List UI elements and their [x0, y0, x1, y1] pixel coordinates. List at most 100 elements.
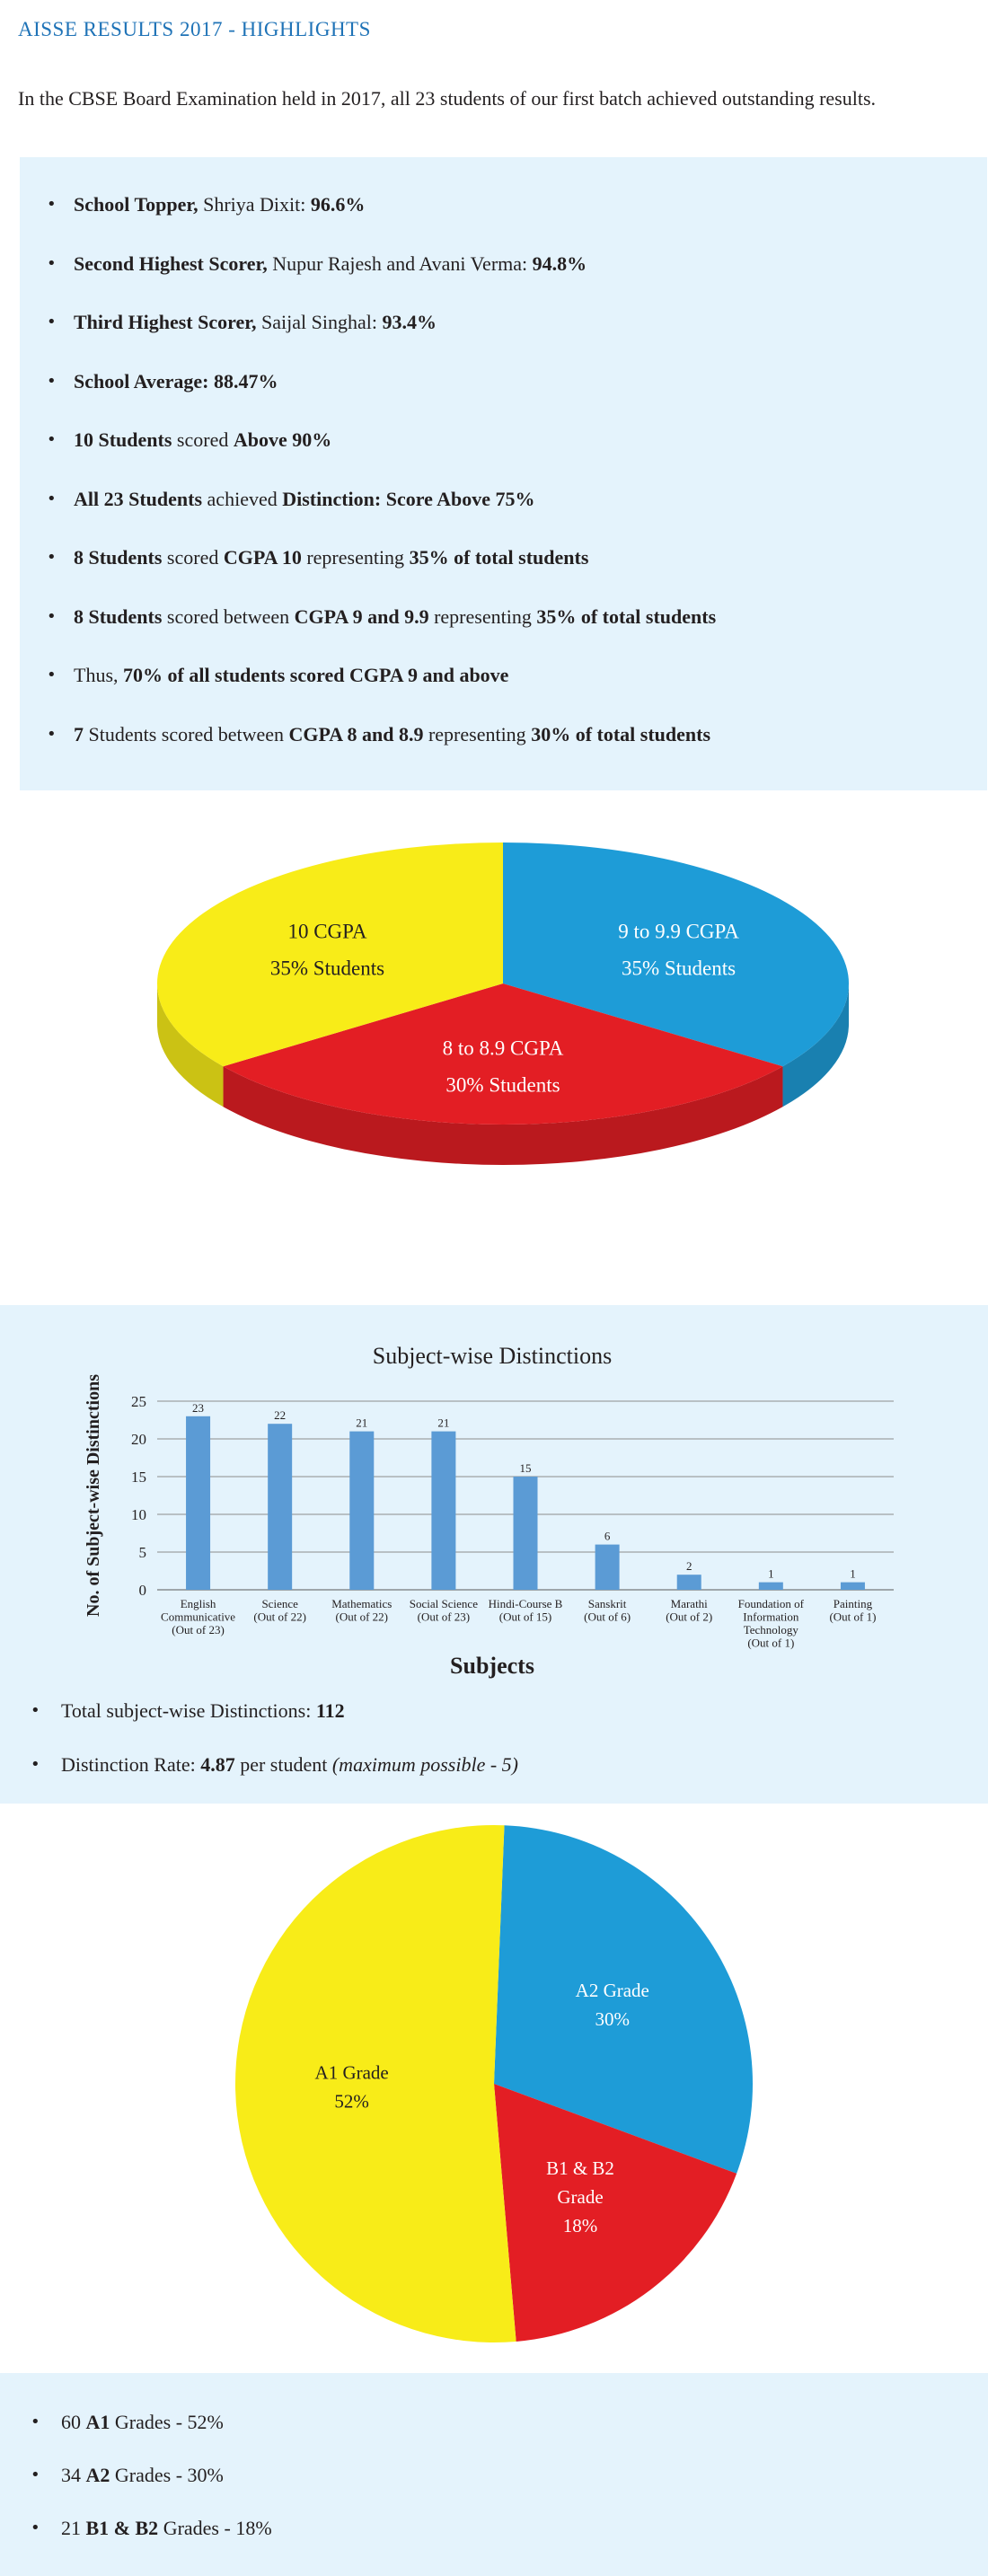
- y-axis-label: No. of Subject-wise Distinctions: [84, 1374, 103, 1617]
- text-segment: A2: [85, 2464, 110, 2486]
- text-segment: Grades - 30%: [110, 2464, 224, 2486]
- y-tick-label: 25: [131, 1393, 146, 1410]
- list-item: 34 A2 Grades - 30%: [31, 2462, 224, 2489]
- category-label: Painting: [834, 1597, 873, 1610]
- bar: [840, 1582, 865, 1590]
- text-segment: 60: [61, 2411, 86, 2433]
- category-label: English: [181, 1597, 216, 1610]
- category-label: Information: [743, 1610, 799, 1624]
- text-segment: 30% of total students: [531, 722, 711, 745]
- pie-slice: [494, 1825, 754, 2174]
- text-segment: representing: [428, 604, 537, 628]
- x-axis-label: Subjects: [450, 1653, 534, 1679]
- list-item: Thus, 70% of all students scored CGPA 9 …: [47, 662, 509, 689]
- text-segment: (maximum possible - 5): [331, 1753, 518, 1776]
- text-segment: Thus,: [74, 664, 123, 686]
- list-item: Third Highest Scorer, Saijal Singhal: 93…: [47, 309, 437, 336]
- text-segment: Distinction Rate:: [61, 1753, 201, 1776]
- highlights-panel: School Topper, Shriya Dixit: 96.6% Second…: [20, 157, 987, 790]
- category-label: (Out of 23): [172, 1623, 225, 1636]
- list-item: Distinction Rate: 4.87 per student (maxi…: [31, 1751, 518, 1778]
- text-segment: 112: [315, 1699, 345, 1722]
- bar-value-label: 21: [437, 1416, 449, 1430]
- bar-value-label: 2: [686, 1559, 692, 1573]
- list-item: School Average: 88.47%: [47, 368, 278, 395]
- list-item: 21 B1 & B2 Grades - 18%: [31, 2515, 272, 2542]
- slice-label: Grade: [557, 2186, 603, 2208]
- category-label: Mathematics: [331, 1597, 392, 1610]
- text-segment: CGPA 9 and 9.9: [294, 604, 429, 628]
- text-segment: scored: [172, 428, 234, 451]
- bar-value-label: 22: [274, 1408, 286, 1422]
- pie-slice: [234, 1825, 516, 2342]
- text-segment: Above 90%: [233, 428, 332, 451]
- text-segment: representing: [301, 546, 410, 569]
- text-segment: 70% of all students scored CGPA 9 and ab…: [123, 664, 509, 686]
- text-segment: 35% of total students: [536, 604, 717, 628]
- bar: [513, 1477, 538, 1590]
- chart-title: Subject-wise Distinctions: [373, 1343, 612, 1369]
- slice-label: A1 Grade: [315, 2062, 389, 2084]
- bar: [676, 1575, 701, 1590]
- text-segment: Grades - 52%: [110, 2411, 224, 2433]
- text-segment: 35% of total students: [409, 546, 589, 569]
- text-segment: 4.87: [200, 1753, 235, 1776]
- bar: [349, 1431, 375, 1590]
- category-label: Social Science: [410, 1597, 478, 1610]
- category-label: Marathi: [671, 1597, 709, 1610]
- text-segment: Shriya Dixit:: [198, 193, 311, 216]
- text-segment: School Topper,: [74, 193, 198, 216]
- category-label: Technology: [744, 1623, 799, 1636]
- grades-panel: 60 A1 Grades - 52% 34 A2 Grades - 30% 21 B…: [0, 2373, 988, 2576]
- text-segment: Students scored between: [84, 722, 289, 745]
- cgpa-pie-chart: 9 to 9.9 CGPA 35% Students 8 to 8.9 CGPA 30…: [157, 842, 849, 1165]
- bar-value-label: 1: [850, 1567, 856, 1581]
- text-segment: CGPA 10: [223, 546, 302, 569]
- list-item: 8 Students scored CGPA 10 representing 3…: [47, 544, 589, 571]
- pie-slice: [494, 2084, 737, 2342]
- text-segment: 10 Students: [74, 428, 172, 451]
- slice-label: A2 Grade: [576, 1980, 649, 2001]
- page-title: AISSE RESULTS 2017 - HIGHLIGHTS: [18, 18, 371, 40]
- category-label: Foundation of: [738, 1597, 805, 1610]
- pie-slice: [157, 842, 503, 1067]
- bar-value-label: 23: [192, 1401, 204, 1415]
- list-item: All 23 Students achieved Distinction: Sc…: [47, 486, 535, 513]
- y-tick-label: 5: [139, 1544, 147, 1561]
- text-segment: 7: [74, 722, 84, 745]
- text-segment: Nupur Rajesh and Avani Verma:: [267, 251, 533, 275]
- text-segment: School Average: 88.47%: [74, 369, 278, 393]
- slice-label: 10 CGPA: [287, 920, 366, 942]
- text-segment: CGPA 8 and 8.9: [288, 722, 424, 745]
- text-segment: achieved: [202, 487, 283, 510]
- category-label: Sanskrit: [588, 1597, 627, 1610]
- slice-label: 9 to 9.9 CGPA: [618, 920, 739, 942]
- text-segment: B1 & B2: [85, 2517, 159, 2539]
- bar-value-label: 15: [520, 1461, 532, 1475]
- slice-label: 8 to 8.9 CGPA: [443, 1037, 564, 1059]
- distinctions-panel: Total subject-wise Distinctions: 112 Dist…: [0, 1305, 988, 1804]
- text-segment: 8 Students: [74, 604, 163, 628]
- text-segment: scored: [162, 546, 224, 569]
- category-label: (Out of 6): [584, 1610, 631, 1624]
- slice-sublabel: 35% Students: [270, 957, 384, 979]
- text-segment: Second Highest Scorer,: [74, 251, 268, 275]
- list-item: Second Highest Scorer, Nupur Rajesh and …: [47, 251, 587, 278]
- category-label: (Out of 22): [336, 1610, 389, 1624]
- category-label: (Out of 1): [829, 1610, 876, 1624]
- y-tick-label: 20: [131, 1431, 146, 1448]
- text-segment: scored between: [162, 604, 295, 628]
- text-segment: Distinction: Score Above 75%: [282, 487, 535, 510]
- list-item: 7 Students scored between CGPA 8 and 8.9…: [47, 721, 711, 748]
- bar: [431, 1431, 456, 1590]
- list-item: 10 Students scored Above 90%: [47, 427, 332, 454]
- list-item: 8 Students scored between CGPA 9 and 9.9…: [47, 604, 717, 631]
- list-item: School Topper, Shriya Dixit: 96.6%: [47, 191, 366, 218]
- bar: [595, 1544, 620, 1590]
- text-segment: per student: [234, 1753, 332, 1776]
- text-segment: 94.8%: [532, 251, 587, 275]
- text-segment: 96.6%: [310, 193, 366, 216]
- list-item: Total subject-wise Distinctions: 112: [31, 1698, 345, 1725]
- text-segment: 21: [61, 2517, 86, 2539]
- category-label: Communicative: [161, 1610, 235, 1624]
